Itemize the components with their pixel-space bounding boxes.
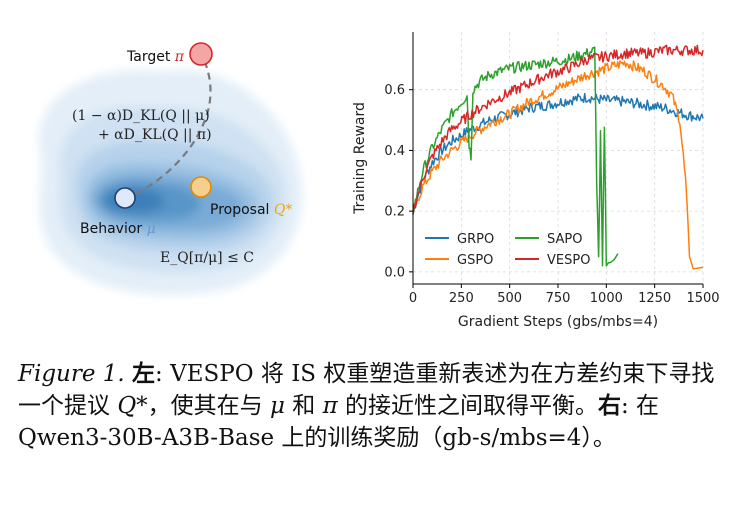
series-line-vespo [412,44,704,215]
legend-label-vespo: VESPO [547,253,590,268]
chart-legend: GRPO GSPO SAPO VESPO [425,232,590,268]
caption-text-4: 的接近性之间取得平衡。 [337,393,598,419]
training-reward-chart: 0 250 500 750 1000 1250 1500 0.0 0.2 0.4 0.6 Train… [352,32,720,330]
x-tick-label: 1000 [590,291,623,306]
behavior-label: Behavior μ [80,221,156,237]
left-tag: 左 [132,360,156,387]
divergence-line1: (1 − α)D_KL(Q || μ) [72,108,210,124]
x-tick-label: 1250 [638,291,671,306]
x-axis-label: Gradient Steps (gbs/mbs=4) [458,314,658,330]
caption-text-5: : 在 Qwen3-30B-A3B-Base 上的训练奖励（gb-s/mbs=4… [18,393,660,451]
behavior-point [114,187,136,209]
y-tick-label: 0.4 [384,144,405,159]
legend-label-gspo: GSPO [457,253,493,268]
x-tick-label: 0 [409,291,417,306]
pi-symbol: π [322,393,338,419]
caption-text-1: : VESPO 将 IS 权重塑造重新表述为在方差约束下寻找一个提议 [18,361,715,419]
y-tick-label: 0.2 [384,205,405,220]
figure-label: Figure 1. [18,361,125,387]
variance-constraint: E_Q[π/μ] ≤ C [160,250,254,266]
divergence-line2: + αD_KL(Q || π) [98,127,212,143]
figure: Target π (1 − α)D_KL(Q || μ) + αD_KL(Q |… [38,32,720,330]
y-axis-label: Training Reward [352,102,368,215]
mu-symbol: μ [269,393,285,419]
x-tick-label: 250 [449,291,474,306]
x-tick-label: 750 [546,291,571,306]
proposal-label: Proposal Q* [210,202,292,218]
x-tick-label: 1500 [686,291,719,306]
y-tick-label: 0.0 [384,265,405,280]
x-tick-label: 500 [497,291,522,306]
q-star: Q* [117,393,148,419]
series-line-gspo [412,60,704,270]
proposal-point [190,176,212,198]
caption-text-3: 和 [284,393,323,419]
right-tag: 右 [598,392,621,419]
legend-label-sapo: SAPO [547,232,582,247]
figure-caption: Figure 1. 左: VESPO 将 IS 权重塑造重新表述为在方差约束下寻… [18,358,730,454]
y-tick-label: 0.6 [384,83,405,98]
legend-label-grpo: GRPO [457,232,494,247]
target-label: Target π [126,49,185,65]
target-point [189,42,213,66]
divergence-path [124,53,212,200]
caption-text-2: ，使其在与 [147,393,270,419]
series-line-sapo [412,46,619,267]
